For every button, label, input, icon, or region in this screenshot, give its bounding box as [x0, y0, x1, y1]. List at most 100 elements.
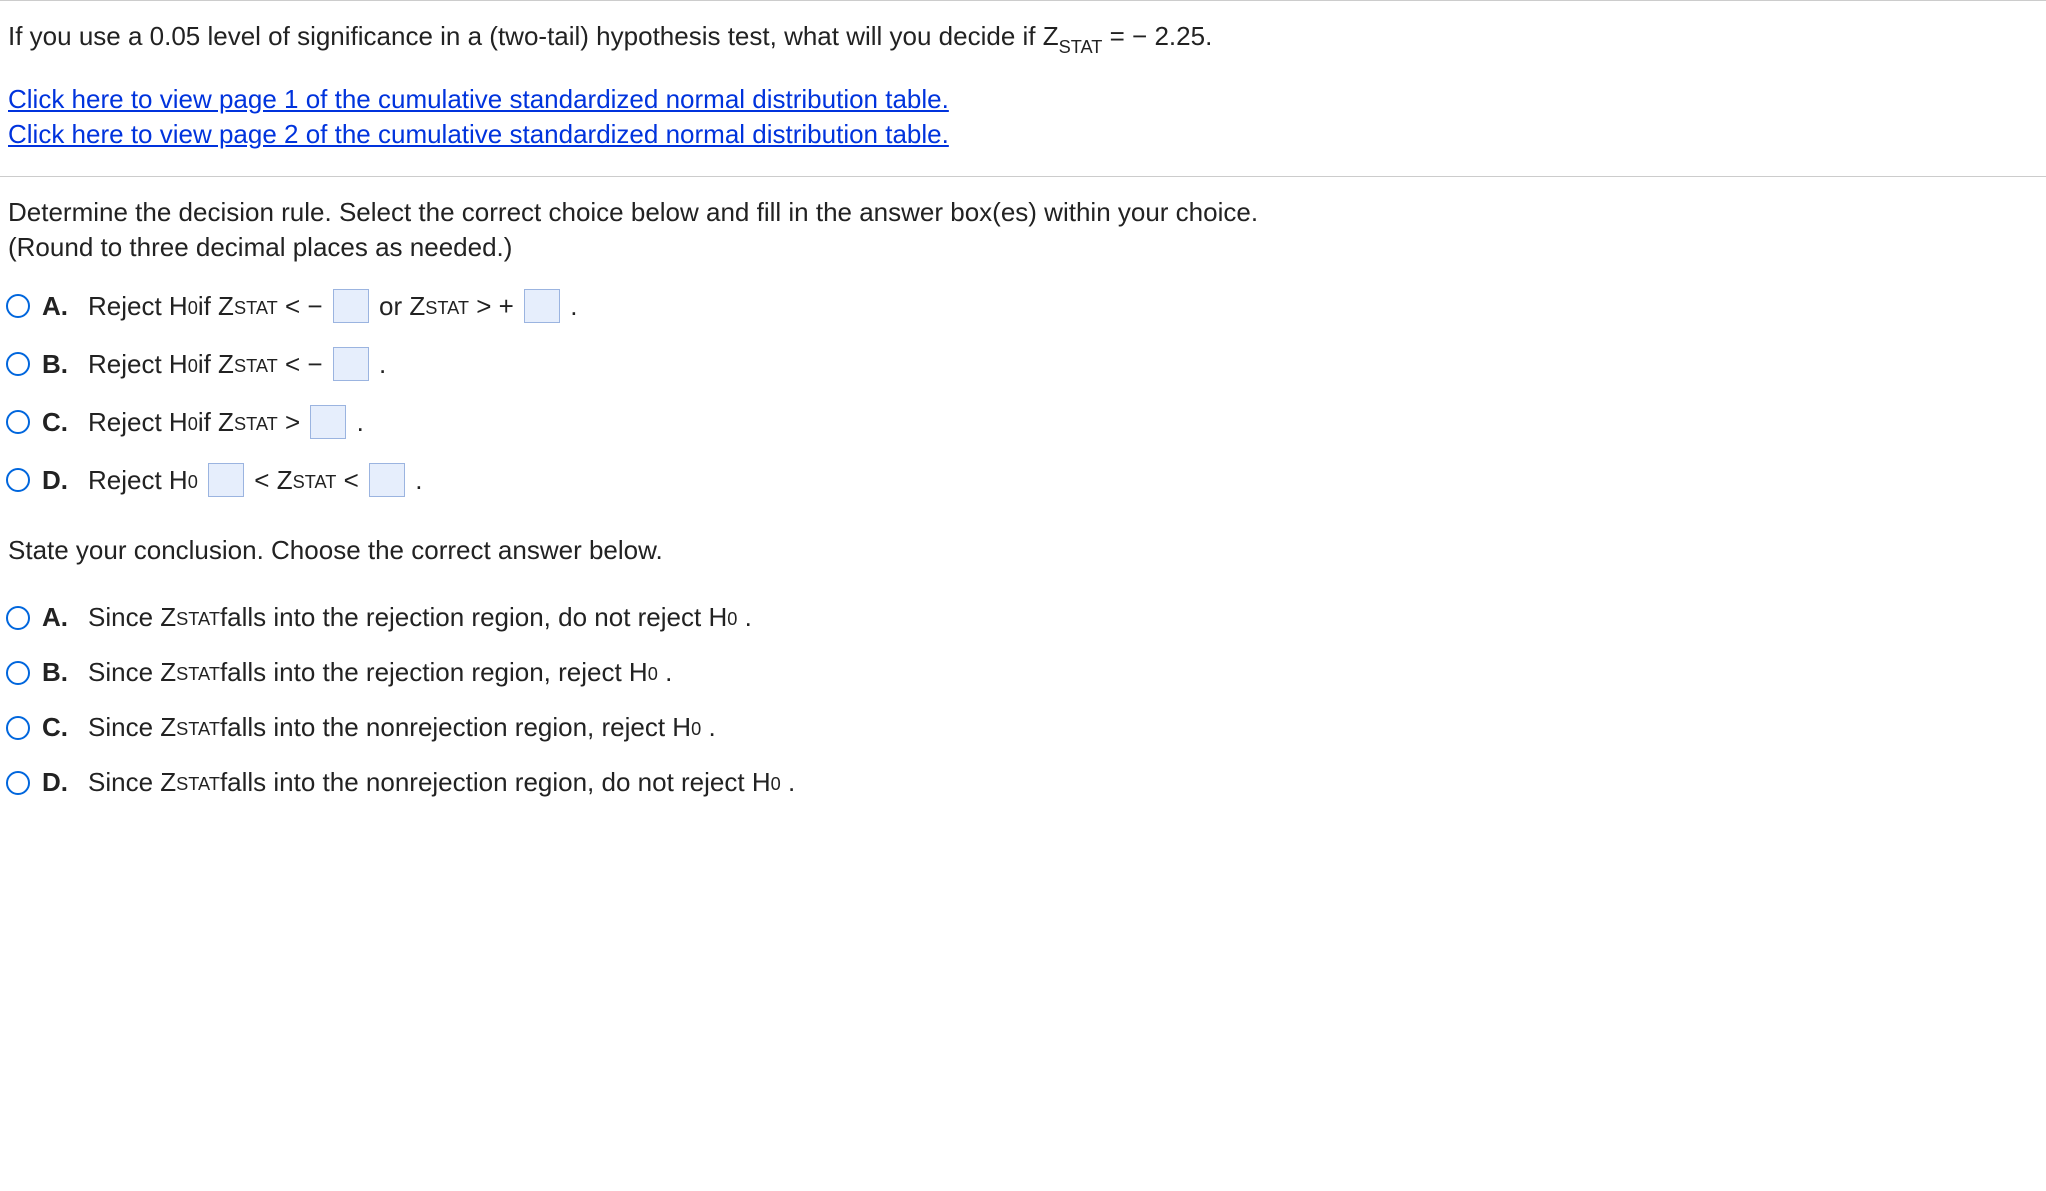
rule-c-p1sub: 0 — [188, 414, 198, 435]
conclusion-d-sub: STAT — [176, 774, 220, 795]
rule-b-p4: . — [372, 349, 386, 380]
rule-b-content: Reject H0 if ZSTAT < − . — [88, 347, 386, 381]
rule-a-p2: if Z — [198, 291, 234, 322]
rule-a-p2sub: STAT — [234, 298, 278, 319]
rule-d-p3sub: STAT — [293, 472, 337, 493]
rule-b-p1sub: 0 — [188, 356, 198, 377]
conclusion-a-end: . — [737, 602, 751, 633]
rule-d-p3: < Z — [247, 465, 293, 496]
conclusion-a-content: Since ZSTAT falls into the rejection reg… — [88, 602, 752, 633]
rule-b-p2sub: STAT — [234, 356, 278, 377]
question-section: If you use a 0.05 level of significance … — [0, 1, 2046, 174]
rule-b-p1: Reject H — [88, 349, 188, 380]
rule-choice-a: A. Reject H0 if ZSTAT < − or ZSTAT > + . — [6, 279, 2046, 337]
conclusion-b-end: . — [658, 657, 672, 688]
rule-a-p1: Reject H — [88, 291, 188, 322]
conclusion-d-letter: D. — [42, 767, 70, 798]
rule-a-p1sub: 0 — [188, 298, 198, 319]
radio-rule-b[interactable] — [6, 352, 30, 376]
rule-a-p5: > + — [469, 291, 521, 322]
rule-d-p1sub: 0 — [188, 472, 198, 493]
rule-a-letter: A. — [42, 291, 70, 322]
conclusion-a-letter: A. — [42, 602, 70, 633]
conclusion-choice-d: D. Since ZSTAT falls into the nonrejecti… — [6, 757, 2046, 812]
radio-conclusion-a[interactable] — [6, 606, 30, 630]
conclusion-choice-a: A. Since ZSTAT falls into the rejection … — [6, 592, 2046, 647]
conclusion-choice-b: B. Since ZSTAT falls into the rejection … — [6, 647, 2046, 702]
conclusion-d-end: . — [781, 767, 795, 798]
radio-rule-c[interactable] — [6, 410, 30, 434]
rule-d-p2 — [198, 465, 205, 496]
radio-rule-d[interactable] — [6, 468, 30, 492]
rule-c-content: Reject H0 if ZSTAT > . — [88, 405, 364, 439]
conclusion-a-sub2: 0 — [727, 609, 737, 630]
conclusion-a-sub: STAT — [176, 609, 220, 630]
radio-conclusion-b[interactable] — [6, 661, 30, 685]
rule-a-p4sub: STAT — [425, 298, 469, 319]
rule-d-letter: D. — [42, 465, 70, 496]
rule-b-p2: if Z — [198, 349, 234, 380]
conclusion-c-pre: Since Z — [88, 712, 176, 743]
instruction-line1: Determine the decision rule. Select the … — [8, 195, 2038, 230]
instruction-line2: (Round to three decimal places as needed… — [8, 230, 2038, 265]
conclusion-d-content: Since ZSTAT falls into the nonrejection … — [88, 767, 795, 798]
conclusion-b-letter: B. — [42, 657, 70, 688]
radio-conclusion-d[interactable] — [6, 771, 30, 795]
conclusion-prompt: State your conclusion. Choose the correc… — [0, 511, 2046, 586]
conclusion-d-sub2: 0 — [771, 774, 781, 795]
conclusion-c-content: Since ZSTAT falls into the nonrejection … — [88, 712, 716, 743]
conclusion-b-sub2: 0 — [648, 664, 658, 685]
rule-choice-d: D. Reject H0 < ZSTAT < . — [6, 453, 2046, 511]
question-text: If you use a 0.05 level of significance … — [8, 19, 2038, 58]
question-prefix: If you use a 0.05 level of significance … — [8, 21, 1059, 51]
rule-c-p1: Reject H — [88, 407, 188, 438]
decision-rule-choices: A. Reject H0 if ZSTAT < − or ZSTAT > + .… — [0, 271, 2046, 511]
conclusion-b-content: Since ZSTAT falls into the rejection reg… — [88, 657, 672, 688]
conclusion-b-sub: STAT — [176, 664, 220, 685]
rule-d-p5: . — [408, 465, 422, 496]
rule-b-box1[interactable] — [333, 347, 369, 381]
rule-a-p4: or Z — [372, 291, 425, 322]
rule-c-box1[interactable] — [310, 405, 346, 439]
table-links: Click here to view page 1 of the cumulat… — [8, 82, 2038, 152]
conclusion-c-post: falls into the nonrejection region, reje… — [220, 712, 691, 743]
rule-b-p3: < − — [278, 349, 330, 380]
conclusion-b-pre: Since Z — [88, 657, 176, 688]
rule-d-box1[interactable] — [208, 463, 244, 497]
conclusion-choice-c: C. Since ZSTAT falls into the nonrejecti… — [6, 702, 2046, 757]
rule-d-p1: Reject H — [88, 465, 188, 496]
rule-d-box2[interactable] — [369, 463, 405, 497]
rule-a-p6: . — [563, 291, 577, 322]
instruction-block: Determine the decision rule. Select the … — [0, 177, 2046, 271]
rule-c-p2: if Z — [198, 407, 234, 438]
rule-b-letter: B. — [42, 349, 70, 380]
conclusion-choices: A. Since ZSTAT falls into the rejection … — [0, 586, 2046, 812]
rule-a-content: Reject H0 if ZSTAT < − or ZSTAT > + . — [88, 289, 578, 323]
conclusion-b-post: falls into the rejection region, reject … — [220, 657, 648, 688]
link-table-page2[interactable]: Click here to view page 2 of the cumulat… — [8, 117, 2038, 152]
radio-conclusion-c[interactable] — [6, 716, 30, 740]
rule-a-box1[interactable] — [333, 289, 369, 323]
conclusion-c-end: . — [701, 712, 715, 743]
conclusion-a-post: falls into the rejection region, do not … — [220, 602, 727, 633]
rule-c-p2sub: STAT — [234, 414, 278, 435]
link-table-page1[interactable]: Click here to view page 1 of the cumulat… — [8, 82, 2038, 117]
conclusion-d-pre: Since Z — [88, 767, 176, 798]
conclusion-c-sub2: 0 — [691, 719, 701, 740]
rule-c-p4: . — [349, 407, 363, 438]
rule-a-box2[interactable] — [524, 289, 560, 323]
conclusion-a-pre: Since Z — [88, 602, 176, 633]
conclusion-c-letter: C. — [42, 712, 70, 743]
rule-c-p3: > — [278, 407, 308, 438]
rule-d-p4: < — [336, 465, 366, 496]
conclusion-d-post: falls into the nonrejection region, do n… — [220, 767, 771, 798]
conclusion-c-sub: STAT — [176, 719, 220, 740]
question-sub: STAT — [1059, 37, 1103, 57]
rule-choice-c: C. Reject H0 if ZSTAT > . — [6, 395, 2046, 453]
question-suffix: = − 2.25. — [1102, 21, 1212, 51]
rule-choice-b: B. Reject H0 if ZSTAT < − . — [6, 337, 2046, 395]
rule-d-content: Reject H0 < ZSTAT < . — [88, 463, 422, 497]
rule-c-letter: C. — [42, 407, 70, 438]
rule-a-p3: < − — [278, 291, 330, 322]
radio-rule-a[interactable] — [6, 294, 30, 318]
